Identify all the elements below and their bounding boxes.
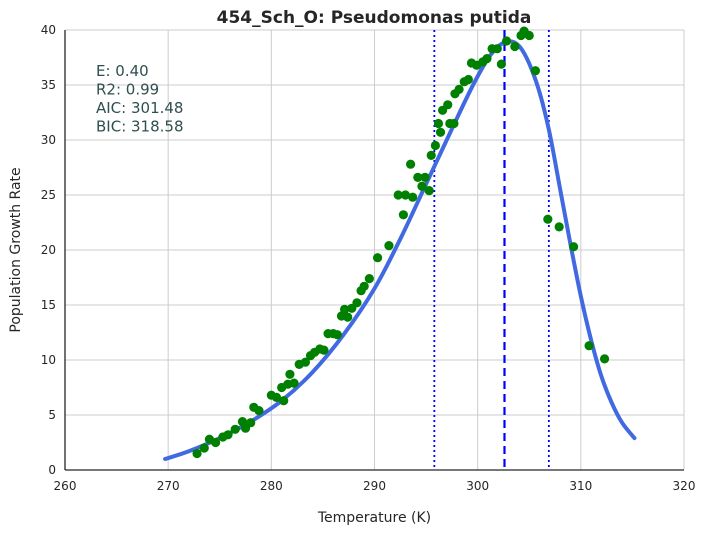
data-point bbox=[426, 150, 436, 160]
data-point bbox=[449, 118, 459, 129]
y-axis-label: Population Growth Rate bbox=[8, 167, 24, 332]
data-point bbox=[433, 118, 444, 129]
data-point bbox=[501, 36, 512, 46]
y-tick-label: 40 bbox=[41, 23, 56, 37]
data-point bbox=[599, 354, 610, 364]
x-axis-label: Temperature (K) bbox=[317, 510, 431, 526]
y-tick-label: 0 bbox=[48, 463, 56, 477]
stats-line: AIC: 301.48 bbox=[96, 99, 183, 117]
data-point bbox=[271, 392, 282, 402]
data-point bbox=[443, 100, 453, 110]
x-tick-label: 260 bbox=[54, 479, 77, 493]
data-point bbox=[496, 59, 506, 69]
fit-curve-group bbox=[163, 39, 637, 461]
stats-line: E: 0.40 bbox=[96, 62, 149, 80]
data-point bbox=[430, 140, 440, 151]
data-point bbox=[384, 241, 394, 251]
y-tick-label: 15 bbox=[41, 298, 56, 312]
data-point bbox=[279, 396, 289, 406]
reference-lines bbox=[433, 30, 550, 470]
data-point bbox=[584, 341, 594, 351]
x-tick-label: 310 bbox=[569, 479, 592, 493]
data-point bbox=[285, 369, 295, 379]
y-tick-label: 30 bbox=[41, 133, 56, 147]
data-point bbox=[254, 406, 264, 416]
data-point bbox=[435, 127, 446, 137]
data-point bbox=[554, 222, 564, 232]
x-tick-label: 270 bbox=[157, 479, 180, 493]
data-point bbox=[454, 84, 464, 94]
data-point bbox=[569, 242, 579, 252]
data-point bbox=[359, 281, 369, 291]
data-point bbox=[393, 190, 403, 200]
x-tick-label: 320 bbox=[673, 479, 696, 493]
data-point bbox=[408, 192, 418, 202]
tick-labels: 260 270 280 290 300 310 320 0 5 10 15 20 25 30 35 40 bbox=[41, 23, 696, 493]
fit-curve bbox=[163, 39, 637, 461]
data-point bbox=[332, 330, 342, 340]
data-point bbox=[192, 448, 202, 459]
data-point bbox=[230, 424, 240, 434]
data-point bbox=[289, 378, 299, 388]
data-point bbox=[211, 437, 221, 448]
y-tick-label: 10 bbox=[41, 353, 56, 367]
data-point bbox=[406, 159, 416, 169]
data-point bbox=[372, 253, 383, 263]
data-point bbox=[400, 190, 411, 200]
y-tick-label: 20 bbox=[41, 243, 56, 257]
stats-line: BIC: 318.58 bbox=[96, 118, 184, 136]
data-point bbox=[530, 66, 541, 76]
data-point bbox=[420, 172, 430, 182]
data-point bbox=[510, 41, 520, 52]
x-tick-label: 290 bbox=[363, 479, 386, 493]
data-point bbox=[424, 186, 434, 196]
x-tick-label: 280 bbox=[260, 479, 283, 493]
data-point bbox=[300, 357, 310, 367]
y-tick-label: 5 bbox=[48, 408, 56, 422]
data-point bbox=[199, 443, 209, 453]
data-point bbox=[524, 30, 534, 41]
data-point bbox=[543, 214, 553, 224]
chart-title: 454_Sch_O: Pseudomonas putida bbox=[217, 8, 532, 28]
data-point bbox=[364, 274, 374, 284]
data-point bbox=[343, 312, 353, 322]
data-point bbox=[492, 44, 502, 54]
data-point bbox=[482, 54, 492, 64]
data-points bbox=[192, 26, 610, 459]
data-point bbox=[223, 430, 233, 440]
y-tick-label: 25 bbox=[41, 188, 56, 202]
data-point bbox=[398, 210, 408, 220]
data-point bbox=[339, 304, 350, 314]
data-point bbox=[246, 418, 256, 428]
grid-lines bbox=[64, 29, 685, 471]
data-point bbox=[352, 298, 362, 308]
axes bbox=[64, 30, 684, 471]
stats-line: R2: 0.99 bbox=[96, 81, 159, 99]
x-tick-label: 300 bbox=[466, 479, 489, 493]
data-point bbox=[417, 181, 427, 191]
data-point bbox=[319, 345, 329, 355]
data-point bbox=[463, 74, 473, 85]
data-point bbox=[413, 172, 423, 182]
y-tick-label: 35 bbox=[41, 78, 56, 92]
